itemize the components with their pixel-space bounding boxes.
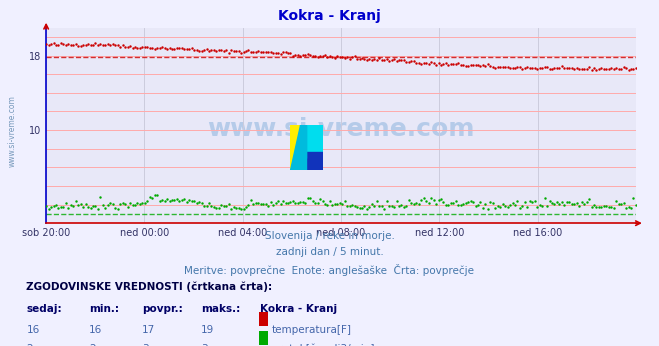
Bar [290, 125, 306, 170]
Text: Kokra - Kranj: Kokra - Kranj [260, 304, 337, 315]
Text: temperatura[F]: temperatura[F] [272, 325, 352, 335]
Text: zadnji dan / 5 minut.: zadnji dan / 5 minut. [275, 247, 384, 257]
Polygon shape [300, 125, 306, 158]
Text: Meritve: povprečne  Enote: anglešaške  Črta: povprečje: Meritve: povprečne Enote: anglešaške Črt… [185, 264, 474, 276]
Text: Kokra - Kranj: Kokra - Kranj [278, 9, 381, 22]
Text: maks.:: maks.: [201, 304, 241, 315]
Text: 19: 19 [201, 325, 214, 335]
Text: sedaj:: sedaj: [26, 304, 62, 315]
Text: 3: 3 [201, 344, 208, 346]
Text: min.:: min.: [89, 304, 119, 315]
Polygon shape [290, 125, 306, 170]
Bar [306, 152, 323, 170]
Text: 3: 3 [142, 344, 148, 346]
Text: www.si-vreme.com: www.si-vreme.com [208, 117, 474, 141]
Text: Slovenija / reke in morje.: Slovenija / reke in morje. [264, 231, 395, 241]
Text: 2: 2 [26, 344, 33, 346]
Text: povpr.:: povpr.: [142, 304, 183, 315]
Text: 17: 17 [142, 325, 155, 335]
Bar [306, 125, 323, 152]
Text: 16: 16 [26, 325, 40, 335]
Text: 2: 2 [89, 344, 96, 346]
Text: www.si-vreme.com: www.si-vreme.com [8, 95, 17, 167]
Text: 16: 16 [89, 325, 102, 335]
Text: ZGODOVINSKE VREDNOSTI (črtkana črta):: ZGODOVINSKE VREDNOSTI (črtkana črta): [26, 282, 272, 292]
Text: pretok[čevelj3/min]: pretok[čevelj3/min] [272, 344, 375, 346]
